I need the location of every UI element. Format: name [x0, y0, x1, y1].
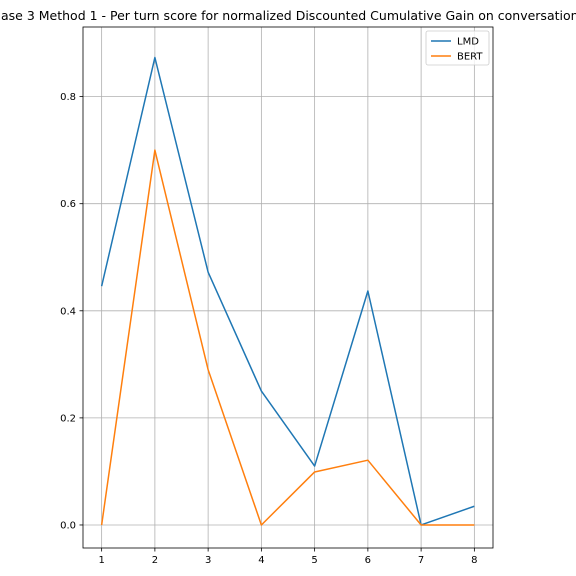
series-line-lmd	[100, 56, 475, 526]
y-tick-label: 0.6	[60, 199, 76, 210]
chart-title: Phase 3 Method 1 - Per turn score for no…	[0, 8, 576, 23]
x-tick-label: 4	[258, 555, 264, 566]
plot-area	[83, 27, 493, 548]
y-tick-label: 0.4	[60, 306, 76, 317]
x-tick-label: 8	[471, 555, 477, 566]
x-tick-label: 1	[98, 555, 104, 566]
grid	[83, 27, 493, 548]
legend-label-lmd: LMD	[457, 37, 479, 48]
legend-label-bert: BERT	[457, 52, 483, 63]
x-tick-label: 5	[311, 555, 317, 566]
series-line-bert	[100, 149, 475, 526]
series-lines	[100, 56, 475, 526]
x-tick-label: 3	[205, 555, 211, 566]
x-tick-label: 7	[418, 555, 424, 566]
plot-frame	[82, 26, 494, 549]
y-tick-label: 0.8	[60, 92, 76, 103]
x-tick-label: 2	[152, 555, 158, 566]
y-tick-label: 0.0	[60, 520, 76, 531]
y-tick-label: 0.2	[60, 413, 76, 424]
legend: LMD BERT	[425, 30, 490, 66]
axis-ticks: 1 2 3 4 5 6 7 8 0.0 0.2 0.4 0.6 0.8	[60, 92, 477, 566]
x-tick-label: 6	[365, 555, 371, 566]
